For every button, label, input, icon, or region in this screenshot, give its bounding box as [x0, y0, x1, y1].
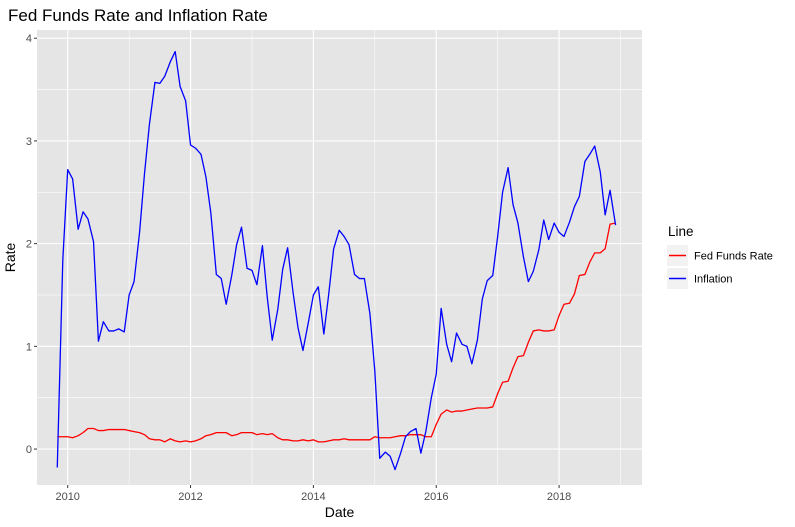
legend-label-inflation: Inflation [694, 274, 733, 286]
major-gridlines [37, 30, 642, 485]
series-line-inflation [56, 50, 617, 471]
y-axis: 0 1 2 3 4 [26, 33, 37, 456]
series-layer [56, 50, 617, 471]
x-tick-label: 2014 [301, 491, 325, 503]
y-tick-label: 2 [26, 239, 32, 251]
x-tick-label: 2018 [547, 491, 571, 503]
y-tick-label: 1 [26, 341, 32, 353]
x-tick-label: 2012 [178, 491, 202, 503]
y-tick-label: 0 [26, 444, 32, 456]
x-tick-label: 2016 [424, 491, 448, 503]
y-tick-label: 4 [26, 33, 32, 45]
y-axis-title: Rate [2, 243, 18, 273]
x-axis: 2010 2012 2014 2016 2018 [55, 485, 571, 503]
x-tick-label: 2010 [55, 491, 79, 503]
series-line-fed-funds-rate [57, 222, 616, 443]
plot-panel [37, 30, 642, 485]
legend-title: Line [668, 224, 694, 239]
minor-gridlines [37, 30, 642, 485]
y-tick-label: 3 [26, 136, 32, 148]
chart-title: Fed Funds Rate and Inflation Rate [8, 6, 268, 25]
legend-label-fed-funds-rate: Fed Funds Rate [694, 251, 773, 263]
x-axis-title: Date [325, 504, 355, 520]
legend-items: Fed Funds Rate Inflation [667, 245, 773, 289]
legend: Line Fed Funds Rate Inflation [667, 224, 773, 289]
